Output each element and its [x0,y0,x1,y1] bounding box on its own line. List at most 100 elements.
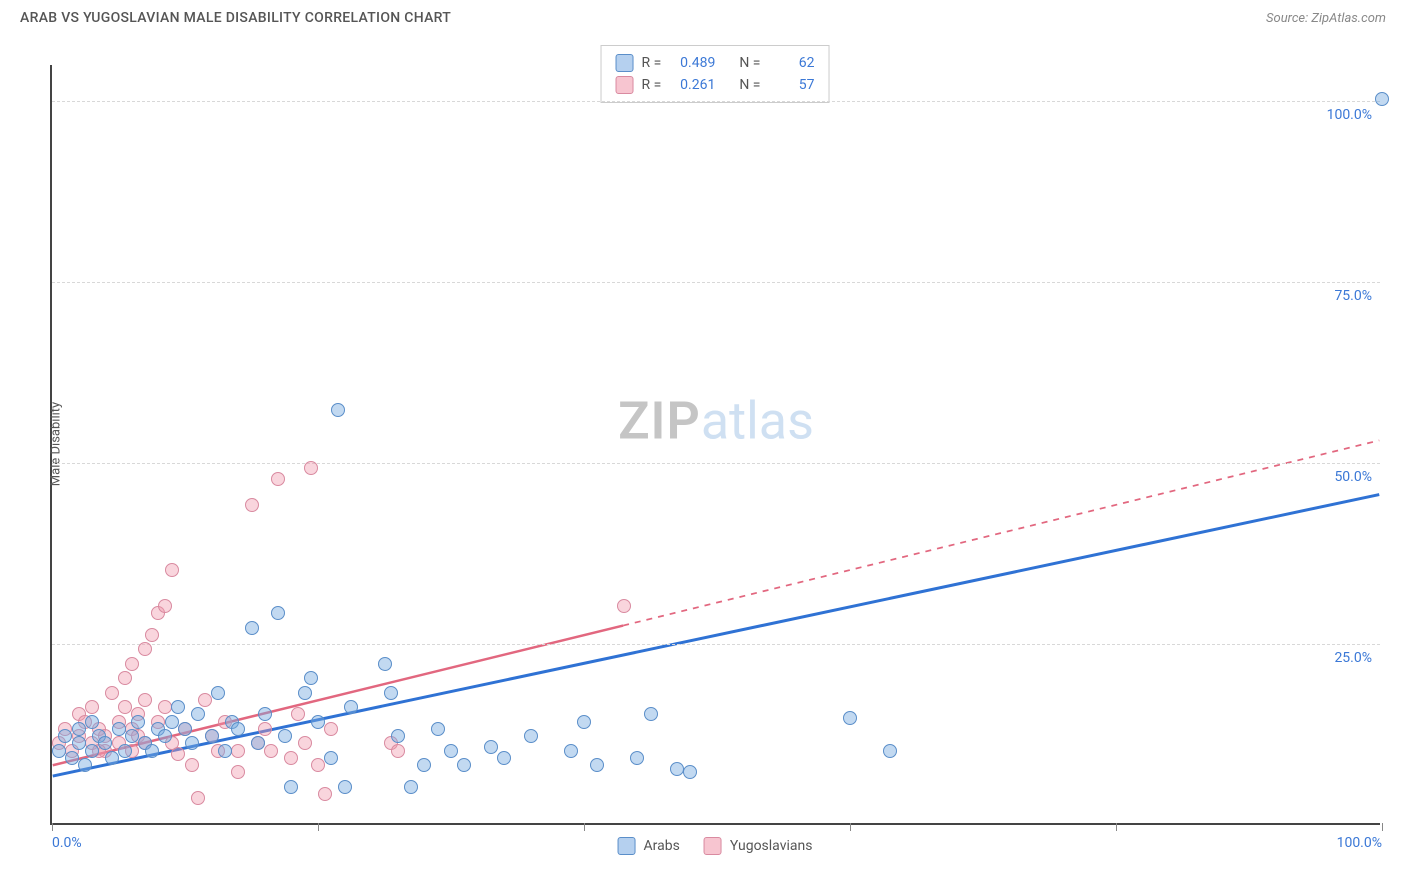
data-point [883,744,897,758]
data-point [138,642,152,656]
data-point [145,744,159,758]
data-point [444,744,458,758]
data-point [72,736,86,750]
data-point [158,729,172,743]
data-point [72,722,86,736]
data-point [258,707,272,721]
data-point [171,700,185,714]
data-point [577,715,591,729]
data-point [404,780,418,794]
plot-area: Male Disability ZIPatlas 25.0% 50.0% 75.0%… [50,65,1380,825]
xtick [318,823,319,831]
data-point [205,729,219,743]
series-legend: Arabs Yugoslavians [618,837,813,855]
data-point [231,765,245,779]
ytick-label: 25.0% [1334,650,1372,666]
data-point [85,744,99,758]
data-point [284,751,298,765]
data-point [311,758,325,772]
data-point [291,707,305,721]
data-point [85,715,99,729]
data-point [384,686,398,700]
data-point [338,780,352,794]
gridline [52,644,1380,645]
data-point [158,700,172,714]
legend-item-yugo: Yugoslavians [704,837,813,855]
data-point [218,744,232,758]
data-point [211,686,225,700]
data-point [65,751,79,765]
data-point [52,744,66,758]
watermark: ZIPatlas [618,391,814,452]
data-point [324,751,338,765]
data-point [85,700,99,714]
chart-source: Source: ZipAtlas.com [1266,11,1386,26]
data-point [417,758,431,772]
xtick [1116,823,1117,831]
data-point [391,744,405,758]
data-point [98,736,112,750]
data-point [105,686,119,700]
data-point [331,403,345,417]
gridline [52,101,1380,102]
data-point [171,747,185,761]
data-point [118,700,132,714]
data-point [231,744,245,758]
data-point [178,722,192,736]
data-point [497,751,511,765]
xtick [584,823,585,831]
data-point [145,628,159,642]
swatch-yugo-icon [704,837,722,855]
data-point [457,758,471,772]
xtick-label: 100.0% [1337,835,1382,851]
xtick [1382,823,1383,831]
data-point [304,671,318,685]
data-point [284,780,298,794]
data-point [191,707,205,721]
trend-lines [52,65,1380,823]
data-point [344,700,358,714]
ytick-label: 100.0% [1327,107,1372,123]
data-point [378,657,392,671]
data-point [198,693,212,707]
data-point [484,740,498,754]
data-point [298,686,312,700]
data-point [683,765,697,779]
data-point [278,729,292,743]
y-axis-label: Male Disability [49,402,64,486]
data-point [617,599,631,613]
data-point [245,621,259,635]
data-point [245,498,259,512]
data-point [258,722,272,736]
data-point [391,729,405,743]
data-point [564,744,578,758]
data-point [138,693,152,707]
data-point [131,715,145,729]
xtick-label: 0.0% [52,835,82,851]
ytick-label: 75.0% [1334,288,1372,304]
data-point [185,736,199,750]
data-point [590,758,604,772]
data-point [670,762,684,776]
data-point [271,472,285,486]
data-point [264,744,278,758]
chart-title: ARAB VS YUGOSLAVIAN MALE DISABILITY CORR… [20,10,451,26]
data-point [191,791,205,805]
xtick [52,823,53,831]
data-point [78,758,92,772]
legend-label-yugo: Yugoslavians [730,838,813,854]
data-point [630,751,644,765]
data-point [318,787,332,801]
data-point [112,722,126,736]
gridline [52,463,1380,464]
ytick-label: 50.0% [1334,469,1372,485]
data-point [165,563,179,577]
xtick [850,823,851,831]
data-point [524,729,538,743]
data-point [431,722,445,736]
gridline [52,282,1380,283]
data-point [304,461,318,475]
data-point [125,729,139,743]
chart-container: R = 0.489 N = 62 R = 0.261 N = 57 Male D… [50,45,1380,825]
legend-item-arab: Arabs [618,837,680,855]
